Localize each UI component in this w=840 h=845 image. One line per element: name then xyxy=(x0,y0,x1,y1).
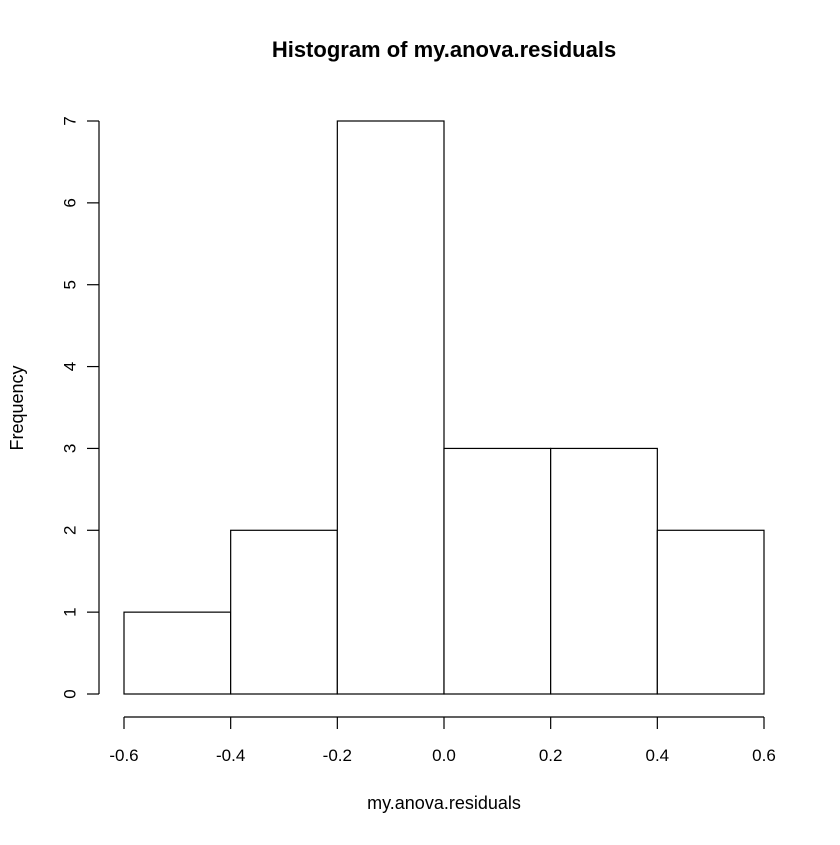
y-tick-label-2: 2 xyxy=(61,526,80,535)
x-axis-label: my.anova.residuals xyxy=(367,793,521,813)
x-tick-label-1: -0.4 xyxy=(216,746,245,765)
y-tick-label-5: 5 xyxy=(61,280,80,289)
x-tick-label-3: 0.0 xyxy=(432,746,456,765)
x-tick-label-5: 0.4 xyxy=(646,746,670,765)
y-tick-label-7: 7 xyxy=(61,116,80,125)
y-tick-label-4: 4 xyxy=(61,362,80,371)
x-tick-label-2: -0.2 xyxy=(323,746,352,765)
x-tick-label-4: 0.2 xyxy=(539,746,563,765)
y-tick-label-1: 1 xyxy=(61,607,80,616)
x-tick-label-0: -0.6 xyxy=(109,746,138,765)
chart-title: Histogram of my.anova.residuals xyxy=(272,37,616,62)
y-tick-label-0: 0 xyxy=(61,689,80,698)
y-axis: 0 1 2 3 4 5 6 7 xyxy=(61,116,100,699)
y-tick-label-6: 6 xyxy=(61,198,80,207)
x-tick-label-6: 0.6 xyxy=(752,746,776,765)
y-tick-label-3: 3 xyxy=(61,444,80,453)
y-axis-label: Frequency xyxy=(7,365,27,450)
histogram-bars xyxy=(123,120,765,695)
histogram-bar-1 xyxy=(230,529,338,695)
histogram-bar-3 xyxy=(443,447,552,695)
histogram-bar-4 xyxy=(550,447,658,695)
histogram-bar-2 xyxy=(336,120,445,695)
x-axis: -0.6 -0.4 -0.2 0.0 0.2 0.4 0.6 xyxy=(109,716,776,765)
histogram-bar-0 xyxy=(123,611,232,695)
histogram-bar-5 xyxy=(656,529,765,695)
